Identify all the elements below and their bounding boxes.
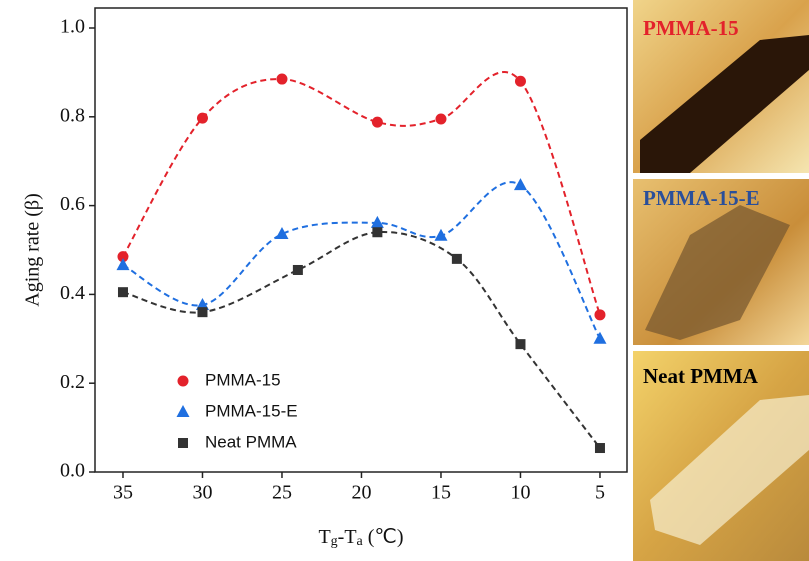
plot-frame [95,8,627,472]
marker [452,254,462,264]
figure: Aging rate (β) Tg-Ta (℃) 0.0 0.2 0.4 0.6 0.8… [0,0,809,561]
y-tick-label: 0.8 [60,104,85,126]
marker [434,229,447,241]
marker [515,339,525,349]
marker [594,309,605,320]
marker [435,114,446,125]
marker [372,227,382,237]
x-tick-label: 20 [351,482,371,504]
marker [197,113,208,124]
photo-panels [633,0,809,561]
x-axis-label-part: g [331,534,338,549]
x-tick-label: 25 [272,482,292,504]
x-tick-label: 5 [595,482,605,504]
x-tick-label: 30 [192,482,212,504]
legend-label: PMMA-15-E [205,401,298,420]
marker [276,74,287,85]
y-axis-label: Aging rate (β) [22,193,44,306]
x-axis-label-part: T [318,526,330,548]
marker [595,443,605,453]
legend-marker [178,438,188,448]
x-tick-label: 10 [510,482,530,504]
marker [197,307,207,317]
y-tick-label: 0.4 [60,282,85,304]
x-axis-label-part: (℃) [363,526,404,548]
x-tick-label: 35 [113,482,133,504]
y-tick-label: 0.2 [60,371,85,393]
legend-label: Neat PMMA [205,432,297,451]
legend-marker [178,376,189,387]
photo-label: Neat PMMA [643,364,759,388]
fit-curve [123,182,600,339]
photo-label: PMMA-15 [643,16,739,40]
legend-label: PMMA-15 [205,370,281,389]
marker [293,265,303,275]
marker [118,287,128,297]
x-axis-label: Tg-Ta (℃) [318,526,403,550]
marker [514,178,527,190]
marker [515,76,526,87]
marker [372,117,383,128]
legend-marker [177,405,190,417]
y-tick-label: 1.0 [60,16,85,38]
marker [593,332,606,344]
fit-curve [123,232,600,448]
x-tick-label: 15 [431,482,451,504]
y-tick-label: 0.0 [60,460,85,482]
photo-label: PMMA-15-E [643,186,760,210]
y-tick-label: 0.6 [60,193,85,215]
x-axis-label-part: -T [338,526,357,548]
marker [116,258,129,270]
